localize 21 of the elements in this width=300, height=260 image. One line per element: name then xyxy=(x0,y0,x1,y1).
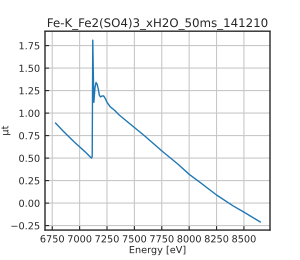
line-series xyxy=(54,40,262,223)
y-axis-title: μt xyxy=(1,126,10,135)
x-tick-label: 6750 xyxy=(40,235,64,242)
x-tick-label: 8250 xyxy=(204,235,228,242)
y-tick-label: 0.50 xyxy=(19,154,40,162)
x-tick-label: 7250 xyxy=(95,235,119,242)
x-axis-title: Energy [eV] xyxy=(130,246,186,256)
y-tick-label: 1.00 xyxy=(20,110,40,117)
x-tick-label: 8000 xyxy=(177,235,201,242)
y-tick-label: 1.75 xyxy=(20,42,40,50)
y-tick-label: 0.75 xyxy=(19,132,40,140)
y-tick-label: 1.50 xyxy=(20,64,40,72)
y-tick-label: −0.25 xyxy=(11,222,40,230)
x-tick-label: 7500 xyxy=(122,235,146,242)
y-tick-label: 0.00 xyxy=(19,200,40,207)
y-tick-label: 1.25 xyxy=(20,87,40,94)
x-tick-label: 7000 xyxy=(68,235,92,242)
y-tick-label: 0.25 xyxy=(19,177,40,184)
chart-title: Fe-K_Fe2(SO4)3_xH2O_50ms_141210 xyxy=(48,18,268,30)
x-tick-label: 8500 xyxy=(232,235,256,242)
x-tick-label: 7750 xyxy=(150,235,174,242)
